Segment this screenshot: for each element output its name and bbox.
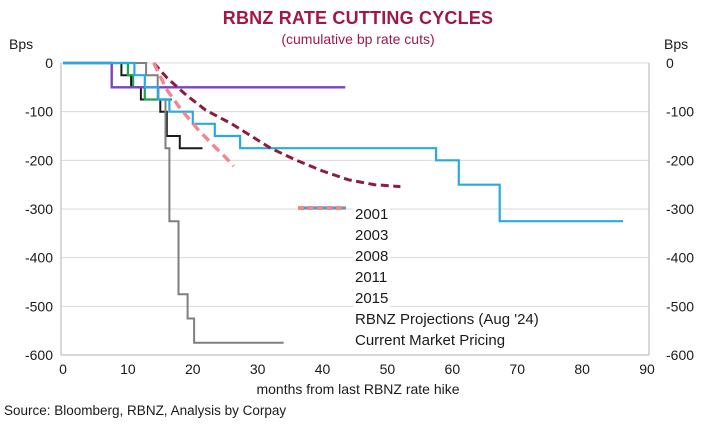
y-tick-label-left: -300 [25,201,53,217]
x-tick-label: 30 [250,361,266,377]
x-tick-label: 20 [185,361,201,377]
legend-item-rbnz-projections-aug-24-: RBNZ Projections (Aug '24) [297,206,541,330]
legend-item-2003: 2003 [297,206,541,246]
y-axis-unit-right: Bps [664,36,689,52]
y-tick-label-left: -500 [25,298,53,314]
series-line-2008 [63,62,284,344]
series-line-current-market-pricing [152,62,235,168]
y-tick-label-right: -100 [666,104,694,120]
legend-label: 2008 [353,248,391,265]
source-note: Source: Bloomberg, RBNZ, Analysis by Cor… [4,403,287,418]
y-tick-label-left: 0 [45,55,53,71]
legend-label: 2001 [353,206,391,223]
y-tick-label-left: -400 [25,250,53,266]
legend-item-2011: 2011 [297,206,541,288]
legend-swatch [297,206,347,345]
legend-swatch [297,206,347,282]
y-tick-label-right: -500 [666,298,694,314]
legend-swatch [297,206,347,240]
y-tick-label-right: -600 [666,347,694,363]
legend-label: 2003 [353,227,391,244]
x-tick-label: 90 [639,361,655,377]
x-axis-title: months from last RBNZ rate hike [256,381,460,397]
legend-item-current-market-pricing: Current Market Pricing [297,206,541,351]
y-tick-label-left: -600 [25,347,53,363]
series-line-rbnz-projections-aug-24- [152,62,401,189]
y-tick-label-left: -200 [25,152,53,168]
series-line-2003 [63,61,172,101]
series-line-2011 [63,61,346,89]
x-tick-label: 70 [509,361,525,377]
legend-item-2008: 2008 [297,206,541,267]
legend-swatch [297,206,347,324]
x-tick-label: 60 [445,361,461,377]
x-tick-label: 10 [120,361,136,377]
legend-swatch [297,206,347,261]
x-tick-label: 50 [380,361,396,377]
series-line-2015 [63,61,623,223]
x-tick-label: 0 [59,361,67,377]
y-tick-label-right: 0 [666,55,674,71]
x-tick-label: 80 [574,361,590,377]
legend-label: RBNZ Projections (Aug '24) [353,311,541,328]
legend-label: Current Market Pricing [353,332,508,349]
chart-subtitle: (cumulative bp rate cuts) [281,31,435,47]
y-tick-label-right: -400 [666,250,694,266]
legend-label: 2015 [353,290,391,307]
legend-swatch [297,206,347,303]
chart-legend: 2001 2003 2008 2011 2015 RBNZ Projections (Au… [297,204,541,351]
legend-item-2015: 2015 [297,206,541,309]
legend-label: 2011 [353,269,390,286]
y-tick-label-right: -300 [666,201,694,217]
y-tick-label-left: -100 [25,104,53,120]
y-axis-unit-left: Bps [9,36,34,52]
x-tick-label: 40 [315,361,331,377]
y-tick-label-right: -200 [666,152,694,168]
chart-title: RBNZ RATE CUTTING CYCLES [222,8,494,28]
